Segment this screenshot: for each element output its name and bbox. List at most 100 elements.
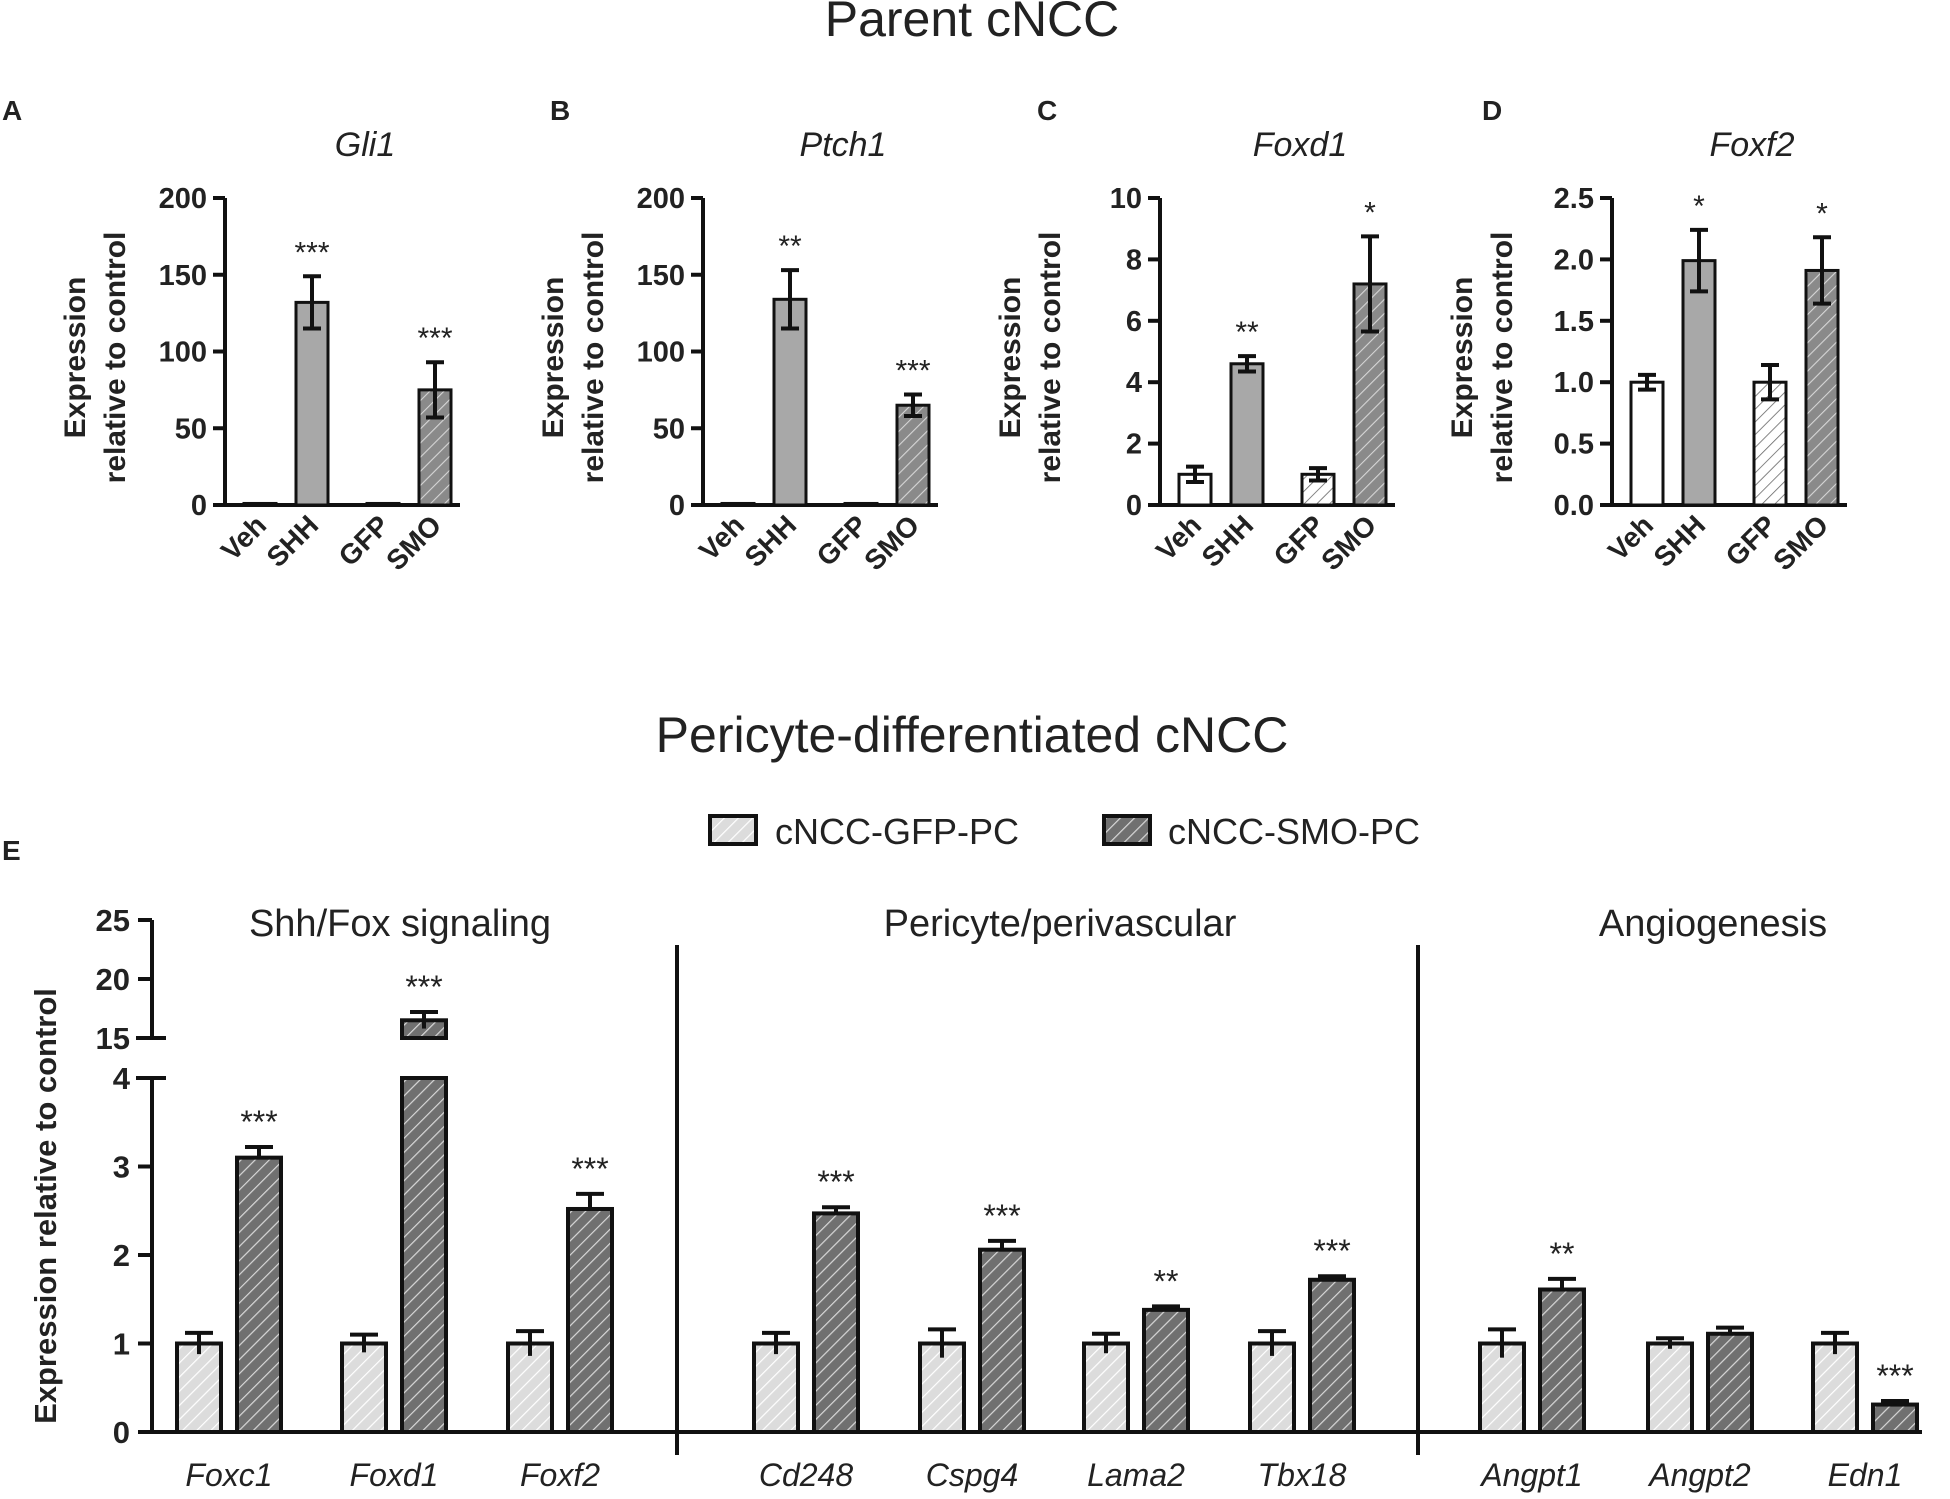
x-tick-label: Edn1	[1828, 1457, 1903, 1493]
bar	[720, 501, 756, 507]
significance-marker: ***	[1313, 1233, 1350, 1269]
group-label: Pericyte/perivascular	[884, 903, 1237, 945]
panel-label: D	[1482, 95, 1502, 126]
x-tick-label: SHH	[1648, 509, 1712, 573]
legend-label-smo: cNCC-SMO-PC	[1168, 811, 1420, 852]
y-tick-label: 2.0	[1554, 244, 1594, 276]
y-tick-label: 50	[175, 413, 207, 445]
y-tick-label: 2	[1126, 429, 1142, 461]
significance-marker: ***	[405, 969, 442, 1005]
y-tick-label: 2	[113, 1238, 130, 1273]
y-tick-label: 100	[159, 337, 207, 369]
panel-label: C	[1037, 95, 1057, 126]
significance-marker: **	[778, 230, 802, 263]
y-tick-label: 1	[113, 1327, 130, 1362]
y-axis-label-line: relative to control	[577, 232, 610, 484]
panel-c-foxd1-chart: C Foxd1 Expression relative to control 0 2 4 6 8…	[994, 95, 1395, 576]
bar-smo	[1706, 1331, 1754, 1435]
x-tick-label: SHH	[1196, 509, 1260, 573]
y-axis-label-line: Expression	[537, 277, 570, 439]
bar-gfp	[1811, 1341, 1859, 1434]
y-tick-label: 4	[113, 1061, 131, 1096]
bar-smo	[1538, 1287, 1586, 1435]
x-tick-label: Cd248	[759, 1457, 854, 1493]
bar-smo	[978, 1247, 1026, 1434]
significance-marker: ***	[817, 1164, 854, 1200]
y-tick-label: 6	[1126, 306, 1142, 338]
significance-marker: **	[1550, 1236, 1575, 1272]
x-tick-label: Veh	[215, 509, 272, 566]
x-tick-label: SHH	[739, 509, 803, 573]
significance-marker: *	[1364, 196, 1376, 229]
bar-gfp	[752, 1341, 800, 1434]
bar-gfp	[340, 1341, 388, 1434]
bar	[843, 501, 879, 507]
x-tick-label: Veh	[1150, 509, 1207, 566]
bar	[294, 300, 330, 507]
significance-marker: ***	[417, 322, 452, 355]
legend-swatch-gfp	[708, 814, 758, 846]
x-tick-label: Veh	[1602, 509, 1659, 566]
bar-gfp	[1646, 1341, 1694, 1434]
bar-smo	[566, 1206, 614, 1434]
y-axis-label-line: relative to control	[99, 232, 132, 484]
x-tick-label: SMO	[858, 509, 925, 576]
panel-a-gli1-chart: A Gli1 Expression relative to control 0 50 100…	[2, 95, 460, 576]
x-tick-label: SMO	[1315, 509, 1382, 576]
bar	[365, 501, 401, 507]
significance-marker: ***	[294, 236, 329, 269]
bar-gfp	[506, 1341, 554, 1434]
y-tick-label: 1.0	[1554, 367, 1594, 399]
y-tick-label: 0	[669, 490, 685, 522]
y-tick-label: 25	[96, 903, 130, 938]
bar-smo	[1871, 1402, 1919, 1434]
bar	[1629, 380, 1665, 507]
y-tick-label: 0	[191, 490, 207, 522]
y-tick-label: 8	[1126, 244, 1142, 276]
y-tick-label: 1.5	[1554, 306, 1594, 338]
bar-smo	[235, 1155, 283, 1435]
y-axis-label-line: Expression	[59, 277, 92, 439]
y-axis-label: Expression relative to control	[59, 232, 132, 484]
bar-smo	[1142, 1307, 1190, 1434]
chart-title: Ptch1	[800, 126, 887, 164]
parent-section-title: Parent cNCC	[825, 0, 1120, 47]
x-tick-label: GFP	[1720, 509, 1783, 572]
chart-title: Foxd1	[1253, 126, 1348, 164]
y-tick-label: 3	[113, 1150, 130, 1185]
significance-marker: ***	[983, 1198, 1020, 1234]
pericyte-section-title: Pericyte-differentiated cNCC	[656, 707, 1289, 763]
y-tick-label: 2.5	[1554, 183, 1594, 215]
y-axis-label-line: relative to control	[1034, 232, 1067, 484]
y-tick-label: 0	[1126, 490, 1142, 522]
bar-gfp	[1082, 1341, 1130, 1434]
x-tick-label: Angpt2	[1647, 1457, 1751, 1493]
bar	[895, 403, 931, 507]
y-tick-label: 150	[159, 260, 207, 292]
y-axis-label: Expression relative to control	[994, 232, 1067, 484]
significance-marker: ***	[240, 1104, 277, 1140]
x-tick-label: Foxc1	[185, 1457, 272, 1493]
bar-smo	[812, 1211, 860, 1435]
y-tick-label: 15	[96, 1021, 130, 1056]
group-label: Shh/Fox signaling	[249, 903, 551, 945]
chart-title: Gli1	[335, 126, 395, 164]
bar	[772, 297, 808, 507]
y-tick-label: 150	[637, 260, 685, 292]
significance-marker: ***	[1876, 1358, 1913, 1394]
x-tick-label: Lama2	[1087, 1457, 1185, 1493]
panel-b-ptch1-chart: B Ptch1 Expression relative to control 0 50 10…	[537, 95, 938, 576]
bar	[1229, 362, 1265, 507]
x-tick-label: GFP	[811, 509, 874, 572]
significance-marker: ***	[571, 1151, 608, 1187]
y-tick-label: 0.5	[1554, 429, 1594, 461]
x-tick-label: Cspg4	[926, 1457, 1019, 1493]
bar-gfp	[175, 1341, 223, 1434]
y-tick-label: 0	[113, 1415, 130, 1450]
bar-smo	[400, 1076, 448, 1434]
bar-break-gap	[399, 1041, 449, 1075]
bar-smo	[1308, 1277, 1356, 1435]
panel-label: A	[2, 95, 22, 126]
significance-marker: **	[1154, 1263, 1179, 1299]
